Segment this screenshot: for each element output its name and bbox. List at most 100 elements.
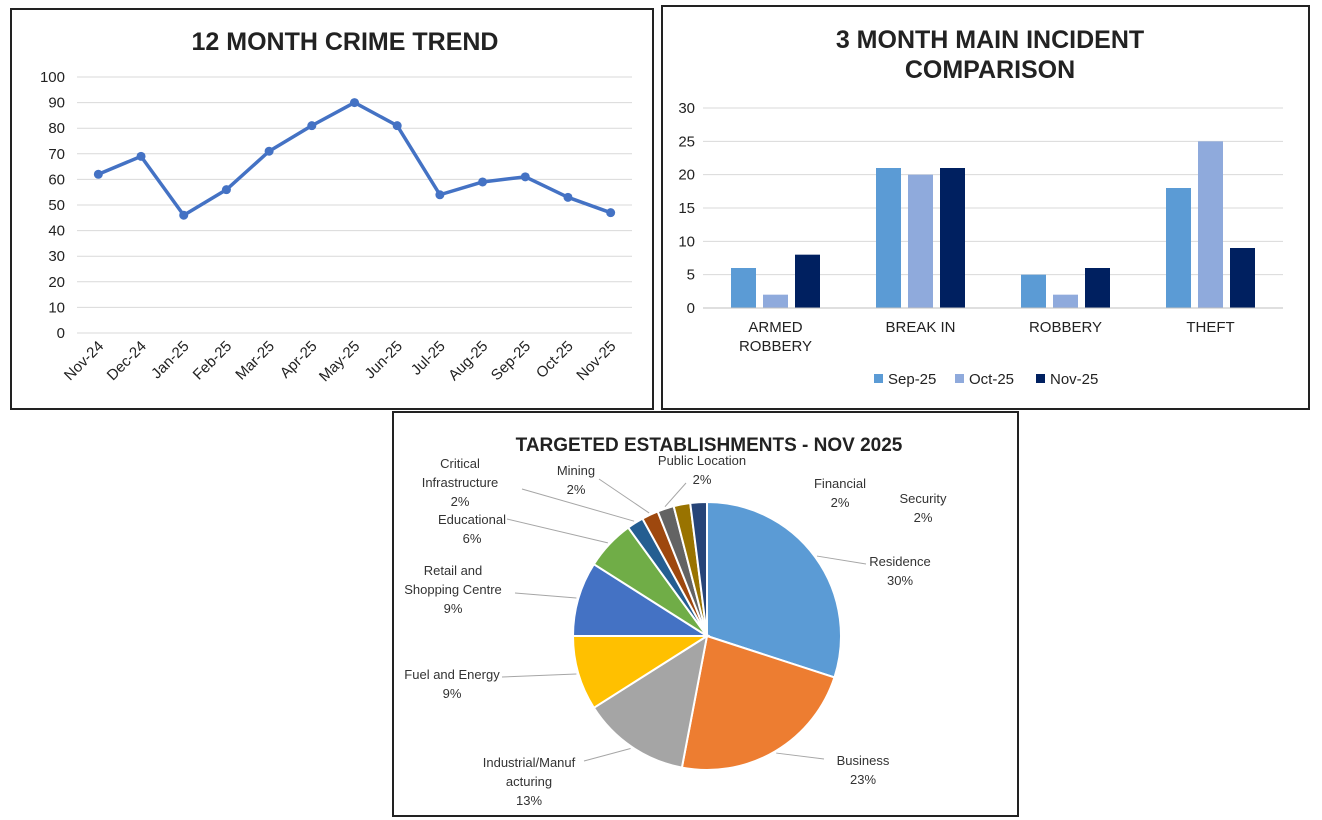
slice-label: Retail and — [424, 563, 483, 578]
bar — [1053, 294, 1078, 308]
legend-swatch — [874, 374, 883, 383]
legend-label: Sep-25 — [888, 371, 936, 388]
chart-title-line-2: COMPARISON — [905, 56, 1075, 84]
leader-line — [583, 748, 631, 762]
y-tick-label: 10 — [678, 233, 695, 250]
slice-label: Mining — [557, 463, 595, 478]
slice-label: Industrial/Manuf — [483, 755, 576, 770]
leader-line — [816, 555, 867, 565]
x-tick-label: Oct-25 — [533, 338, 577, 382]
legend-swatch — [955, 374, 964, 383]
y-tick-label: 5 — [687, 267, 695, 284]
slice-label: Fuel and Energy — [404, 667, 500, 682]
data-point — [264, 146, 274, 156]
targeted-establishments-chart-panel: TARGETED ESTABLISHMENTS - NOV 2025 Resid… — [392, 411, 1019, 817]
y-tick-label: 100 — [40, 69, 65, 86]
series-line — [97, 100, 612, 217]
chart-title-line-1: 3 MONTH MAIN INCIDENT — [836, 26, 1144, 54]
data-point — [606, 208, 616, 218]
slice-label: Security — [900, 491, 947, 506]
data-point — [478, 177, 488, 187]
data-point — [520, 172, 530, 182]
bar — [908, 174, 933, 308]
slice-label: Shopping Centre — [404, 582, 502, 597]
y-tick-label: 70 — [48, 146, 65, 163]
pie-slice — [706, 500, 842, 679]
y-tick-label: 60 — [48, 171, 65, 188]
x-tick-label: Aug-25 — [445, 338, 491, 384]
slice-percent: 2% — [567, 482, 586, 497]
data-point — [350, 98, 359, 108]
slice-percent: 23% — [850, 772, 876, 787]
data-point — [392, 121, 402, 131]
x-tick-label: Feb-25 — [190, 338, 236, 384]
y-tick-label: 10 — [48, 299, 65, 316]
bar — [1198, 141, 1223, 308]
slice-label: Financial — [814, 476, 866, 491]
x-category-label: BREAK IN — [885, 319, 955, 336]
bar — [1021, 274, 1046, 308]
y-tick-label: 0 — [57, 325, 65, 342]
bar — [1166, 188, 1191, 308]
slice-percent: 2% — [451, 494, 470, 509]
bar — [1230, 248, 1255, 308]
slice-label: Critical — [440, 456, 480, 471]
y-tick-label: 15 — [678, 200, 695, 217]
y-tick-label: 50 — [48, 197, 65, 214]
leader-line — [664, 482, 687, 507]
x-tick-label: Jul-25 — [408, 338, 449, 379]
slice-percent: 9% — [444, 601, 463, 616]
x-tick-label: Nov-25 — [573, 338, 619, 384]
data-point — [435, 190, 445, 200]
y-tick-label: 80 — [48, 120, 65, 137]
x-tick-label: Jun-25 — [362, 338, 406, 382]
bar — [940, 168, 965, 308]
crime-trend-chart: 12 MONTH CRIME TREND 0 10 20 30 40 50 60 70 80 90… — [40, 28, 632, 385]
bar — [731, 268, 756, 308]
incident-comparison-chart-panel: 3 MONTH MAIN INCIDENT COMPARISON 0 5 10 15 2… — [661, 5, 1310, 410]
y-tick-label: 30 — [678, 100, 695, 117]
x-tick-label: Apr-25 — [277, 338, 321, 382]
slice-percent: 2% — [831, 495, 850, 510]
y-tick-label: 90 — [48, 95, 65, 112]
data-point — [307, 121, 317, 131]
data-point — [136, 151, 146, 161]
x-category-label: THEFT — [1186, 319, 1234, 336]
y-tick-label: 40 — [48, 223, 65, 240]
data-point — [221, 185, 231, 195]
targeted-establishments-chart: TARGETED ESTABLISHMENTS - NOV 2025 Resid… — [404, 435, 947, 808]
pie-slice — [680, 634, 836, 771]
incident-comparison-chart: 3 MONTH MAIN INCIDENT COMPARISON 0 5 10 15 2… — [678, 26, 1283, 388]
x-tick-label: Jan-25 — [148, 338, 192, 382]
x-category-label: ARMED — [748, 319, 802, 336]
data-point — [179, 210, 189, 220]
leader-line — [501, 673, 577, 678]
bar — [763, 294, 788, 308]
slice-percent: 6% — [463, 531, 482, 546]
slice-label: Residence — [869, 554, 930, 569]
leader-line — [598, 478, 650, 514]
bar — [795, 254, 820, 308]
x-category-label: ROBBERY — [739, 338, 812, 355]
y-tick-label: 25 — [678, 133, 695, 150]
data-point — [563, 192, 573, 202]
leader-line — [506, 518, 608, 544]
y-tick-label: 20 — [48, 274, 65, 291]
legend-swatch — [1036, 374, 1045, 383]
x-category-label: ROBBERY — [1029, 319, 1102, 336]
x-tick-label: Nov-24 — [61, 338, 107, 384]
slice-label: Educational — [438, 512, 506, 527]
pie-slice — [689, 500, 708, 637]
chart-title: 12 MONTH CRIME TREND — [192, 28, 499, 56]
crime-trend-chart-panel: 12 MONTH CRIME TREND 0 10 20 30 40 50 60 70 80 90… — [10, 8, 654, 410]
x-tick-label: Dec-24 — [104, 338, 150, 384]
slice-percent: 13% — [516, 793, 542, 808]
slice-percent: 2% — [693, 472, 712, 487]
leader-line — [521, 488, 635, 522]
bar — [876, 168, 901, 308]
leader-line — [776, 752, 825, 760]
x-tick-label: Mar-25 — [232, 338, 278, 384]
y-tick-label: 20 — [678, 167, 695, 184]
leader-line — [514, 592, 577, 599]
slice-percent: 30% — [887, 573, 913, 588]
